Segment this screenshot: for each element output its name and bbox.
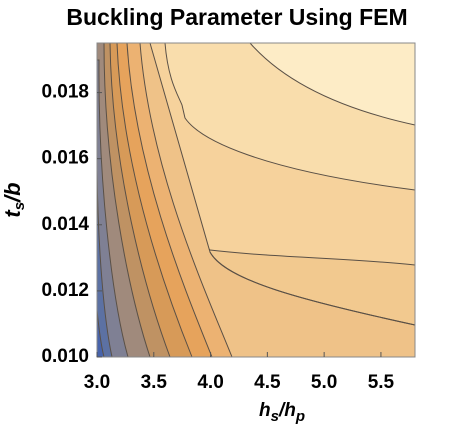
x-tick-label: 3.0 [84,372,110,393]
y-tick-label: 0.012 [41,280,89,301]
y-axis-label-part: s [11,202,28,210]
plot-frame [96,42,416,358]
y-tick-label: 0.014 [41,214,89,235]
y-tick-label: 0.016 [41,148,89,169]
y-axis-label: ts/b [0,182,28,217]
contour-line [209,251,416,326]
x-tick-label: 5.0 [311,372,337,393]
x-tick-label: 3.5 [141,372,168,393]
x-tick-label: 4.0 [197,372,223,393]
x-axis-label: hs/hp [259,400,305,425]
y-tick-label: 0.010 [41,346,89,367]
x-axis-label-part: s [271,408,279,425]
y-axis-label-part: t [0,209,25,218]
x-axis-label-part: p [295,408,305,425]
x-tick-label: 5.5 [368,372,395,393]
x-axis-label-part: /h [278,400,296,421]
chart-title: Buckling Parameter Using FEM [66,4,407,30]
y-tick-label: 0.018 [41,82,89,103]
x-axis-label-part: h [259,400,271,421]
x-tick-label: 4.5 [254,372,281,393]
contour-field [96,42,416,358]
y-axis-label-part: /b [0,182,25,203]
